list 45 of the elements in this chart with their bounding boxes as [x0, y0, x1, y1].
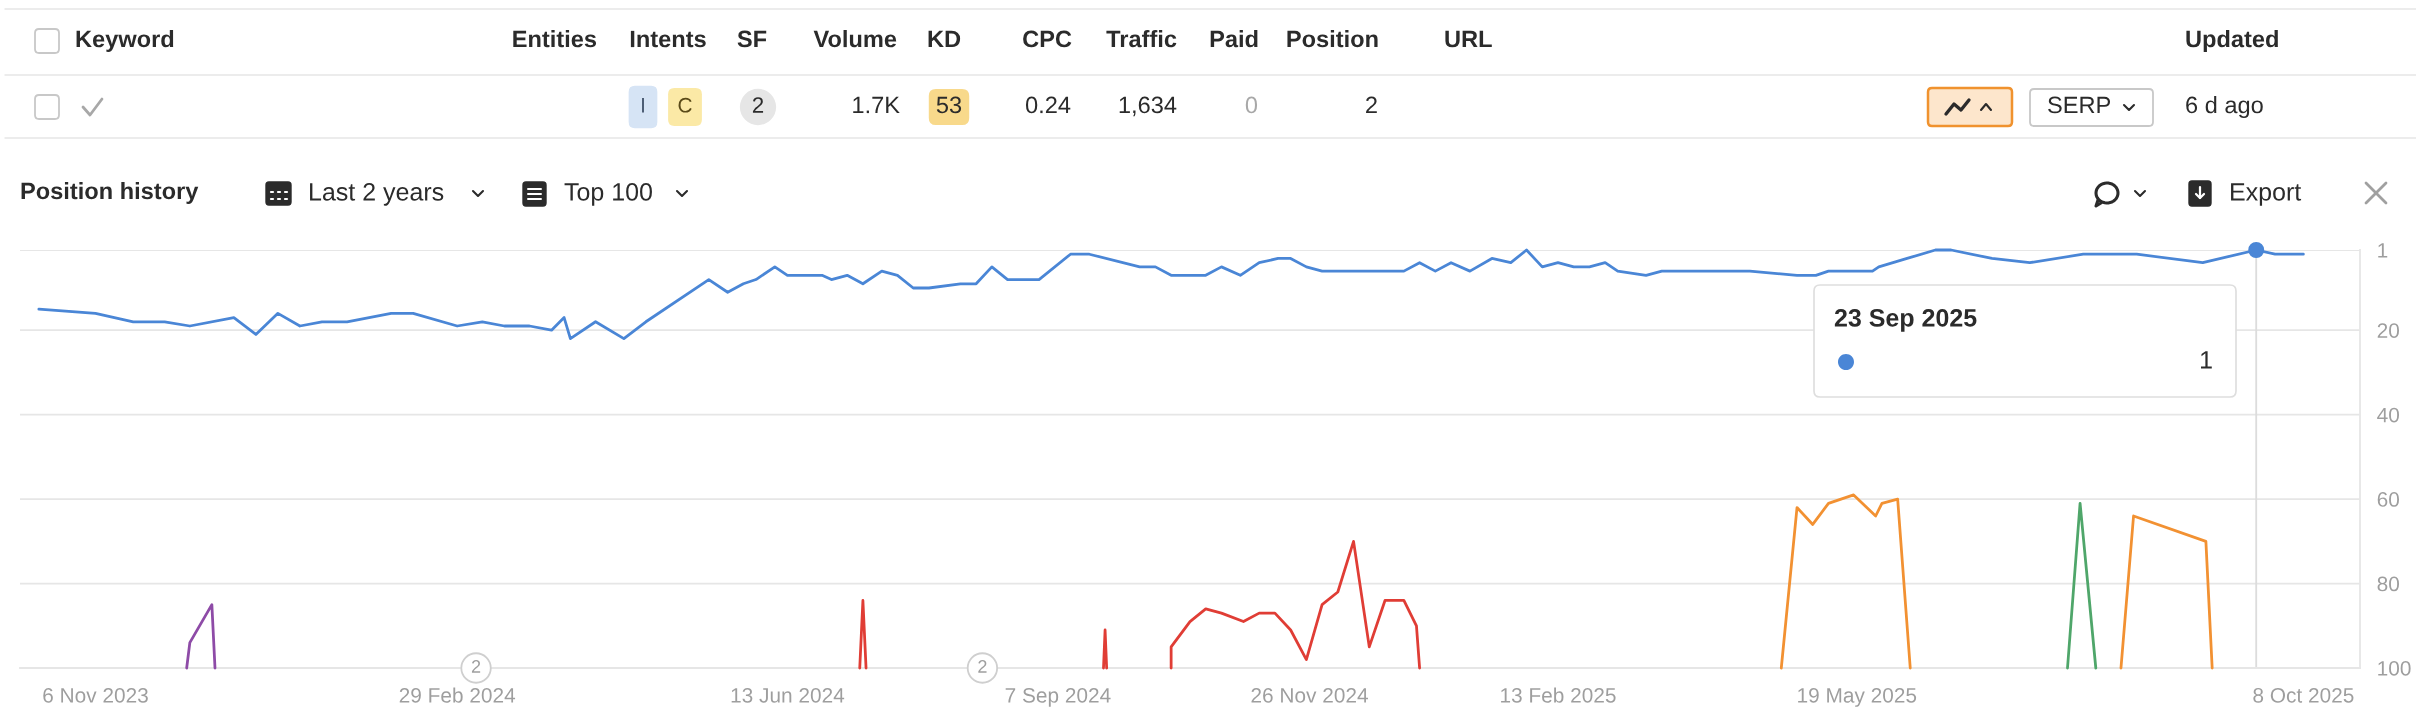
annotation: 1: [2201, 351, 2212, 369]
y-tick-label: 100: [2378, 661, 2411, 676]
text: CPC: [1023, 30, 1072, 48]
text: KD: [928, 30, 961, 48]
text: Keyword: [76, 30, 174, 52]
text: 6 d ago: [2186, 96, 2263, 118]
text: 0: [1245, 96, 1258, 114]
text: SERP: [2048, 96, 2111, 114]
chart-title: Position history: [21, 182, 199, 204]
text: Entities: [513, 30, 597, 48]
text: 1,634: [1119, 96, 1177, 117]
y-tick-label: 1: [2378, 243, 2388, 258]
text: 0.24: [1025, 96, 1071, 114]
text: Last 2 years: [310, 183, 444, 206]
x-tick-label: 26 Nov 2024: [1251, 687, 1368, 703]
x-tick-label: 29 Feb 2024: [399, 687, 516, 703]
text: 2: [752, 97, 764, 113]
text: Top 100: [564, 183, 652, 206]
text: 2: [1366, 96, 1377, 114]
x-tick-label: 8 Oct 2025: [2253, 687, 2354, 703]
x-tick-label: 7 Sep 2024: [1005, 687, 1111, 707]
text: Position: [1287, 30, 1378, 48]
text: Updated: [2186, 30, 2278, 52]
annotation: 23 Sep 2025: [1834, 309, 1977, 332]
x-tick-label: 13 Jun 2024: [731, 687, 845, 703]
text: 53: [936, 96, 962, 114]
text: SF: [737, 30, 767, 48]
text: I: [642, 98, 644, 113]
x-tick-label: 6 Nov 2023: [43, 687, 148, 703]
text: Export: [2231, 183, 2302, 206]
text: 1.7K: [853, 96, 900, 114]
y-tick-label: 80: [2377, 576, 2400, 592]
y-tick-label: 20: [2377, 323, 2400, 338]
text: URL: [1445, 30, 1492, 48]
text: Volume: [813, 30, 897, 48]
text: C: [678, 97, 692, 113]
annotation: 2: [978, 660, 987, 673]
text: Intents: [630, 30, 706, 48]
y-tick-label: 40: [2377, 407, 2400, 423]
x-tick-label: 13 Feb 2025: [1501, 687, 1616, 703]
text: Traffic: [1106, 30, 1177, 48]
annotation: 2: [471, 660, 481, 673]
text: Paid: [1210, 30, 1258, 48]
x-tick-label: 19 May 2025: [1798, 687, 1917, 707]
y-tick-label: 60: [2377, 492, 2400, 507]
